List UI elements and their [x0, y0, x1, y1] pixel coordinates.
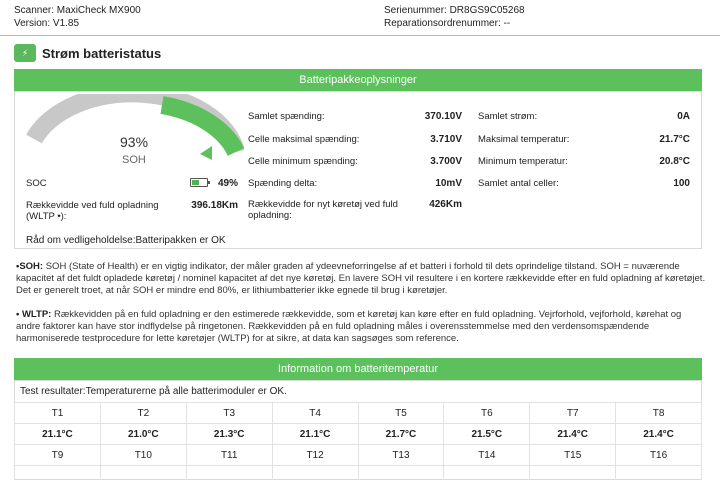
sensor-label: T3 [185, 402, 273, 424]
cell-min-voltage-value: 3.700V [430, 156, 462, 167]
repair-order-number: Reparationsordrenummer: -- [384, 18, 511, 29]
sensor-temperature: 21.4°C [615, 423, 702, 445]
sensor-temperature: 21.5°C [443, 423, 531, 445]
scanner-version: Version: V1.85 [14, 18, 80, 29]
sensor-label: T14 [443, 444, 531, 466]
sensor-label: T4 [271, 402, 359, 424]
sensor-label: T9 [14, 444, 101, 466]
sensor-label-row-1: T1 T2 T3 T4 T5 T6 T7 T8 [14, 402, 702, 424]
sensor-label: T1 [14, 402, 101, 424]
sensor-temperature: 21.4°C [529, 423, 617, 445]
soh-gauge-arc [26, 84, 245, 160]
total-current-label: Samlet strøm: [478, 111, 538, 122]
battery-status-icon: ⚡ [14, 44, 36, 62]
voltage-delta-value: 10mV [435, 178, 462, 189]
min-temperature-label: Minimum temperatur: [478, 156, 568, 167]
scanner-info: Scanner: MaxiCheck MX900 Version: V1.85 [14, 4, 141, 30]
cell-count-value: 100 [673, 178, 690, 189]
sensor-label: T5 [357, 402, 445, 424]
temperature-table: T1 T2 T3 T4 T5 T6 T7 T8 21.1°C 21.0°C 21… [14, 402, 702, 480]
cell-min-voltage-label: Celle minimum spænding: [248, 156, 358, 167]
sensor-label: T16 [615, 444, 702, 466]
soh-note-key: •SOH: [16, 261, 44, 272]
sensor-label: T10 [99, 444, 187, 466]
sensor-temperature: 21.7°C [357, 423, 445, 445]
max-temperature-label: Maksimal temperatur: [478, 134, 570, 145]
battery-level-fill [192, 180, 199, 185]
soh-label: SOH [122, 154, 146, 166]
sensor-label: T6 [443, 402, 531, 424]
sensor-label: T12 [271, 444, 359, 466]
soc-value: 49% [217, 178, 238, 189]
total-voltage-value: 370.10V [424, 111, 462, 122]
sensor-label: T13 [357, 444, 445, 466]
wltp-note-text: Rækkevidden på en fuld opladning er den … [16, 309, 682, 344]
serial-number: Serienummer: DR8GS9C05268 [384, 5, 525, 16]
soh-explanation: •SOH: SOH (State of Health) er en vigtig… [16, 261, 706, 297]
maintenance-advice: Råd om vedligeholdelse:Batteripakken er … [26, 235, 226, 246]
sensor-value-row-1: 21.1°C 21.0°C 21.3°C 21.1°C 21.7°C 21.5°… [14, 423, 702, 445]
cell-max-voltage-label: Celle maksimal spænding: [248, 134, 360, 145]
header-divider [0, 35, 720, 36]
sensor-label: T15 [529, 444, 617, 466]
range-new-value: 426Km [429, 199, 462, 210]
max-temperature-value: 21.7°C [659, 134, 690, 145]
cell-max-voltage-value: 3.710V [430, 134, 462, 145]
range-new-label: Rækkevidde for nyt køretøj ved fuld opla… [248, 199, 398, 221]
report-header: Scanner: MaxiCheck MX900 Version: V1.85 … [0, 0, 720, 36]
sensor-label: T11 [185, 444, 273, 466]
wltp-explanation: • WLTP: Rækkevidden på en fuld opladning… [16, 309, 706, 345]
soh-percent: 93% [120, 134, 149, 150]
section-title: ⚡ Strøm batteristatus [14, 42, 161, 64]
temperature-info-banner: Information om batteritemperatur [14, 358, 702, 380]
soh-gauge: 93% SOH [14, 84, 245, 176]
sensor-temperature: 21.1°C [271, 423, 359, 445]
cell-count-label: Samlet antal celler: [478, 178, 559, 189]
sensor-label-row-2: T9 T10 T11 T12 T13 T14 T15 T16 [14, 444, 702, 466]
temperature-test-result: Test resultater:Temperaturerne på alle b… [20, 386, 287, 397]
pack-info-panel [14, 91, 702, 249]
min-temperature-value: 20.8°C [659, 156, 690, 167]
sensor-label: T2 [99, 402, 187, 424]
scanner-name: Scanner: MaxiCheck MX900 [14, 5, 141, 16]
total-current-value: 0A [677, 111, 690, 122]
section-title-text: Strøm batteristatus [42, 45, 162, 61]
sensor-temperature: 21.3°C [185, 423, 273, 445]
sensor-label: T7 [529, 402, 617, 424]
soc-label: SOC [26, 178, 47, 189]
sensor-temperature: 21.0°C [99, 423, 187, 445]
gauge-pointer-icon [200, 146, 212, 160]
wltp-note-key: • WLTP: [16, 309, 52, 320]
voltage-delta-label: Spænding delta: [248, 178, 318, 189]
pack-info-banner: Batteripakkeoplysninger [14, 69, 702, 91]
sensor-label: T8 [615, 402, 702, 424]
vehicle-info: Serienummer: DR8GS9C05268 Reparationsord… [384, 4, 525, 30]
range-full-value: 396.18Km [191, 200, 238, 211]
soh-note-text: SOH (State of Health) er en vigtig indik… [16, 261, 706, 296]
sensor-value-row-2 [14, 465, 702, 480]
sensor-temperature: 21.1°C [14, 423, 101, 445]
total-voltage-label: Samlet spænding: [248, 111, 325, 122]
range-full-label: Rækkevidde ved fuld opladning (WLTP •): [26, 200, 159, 222]
battery-level-icon [190, 178, 210, 187]
